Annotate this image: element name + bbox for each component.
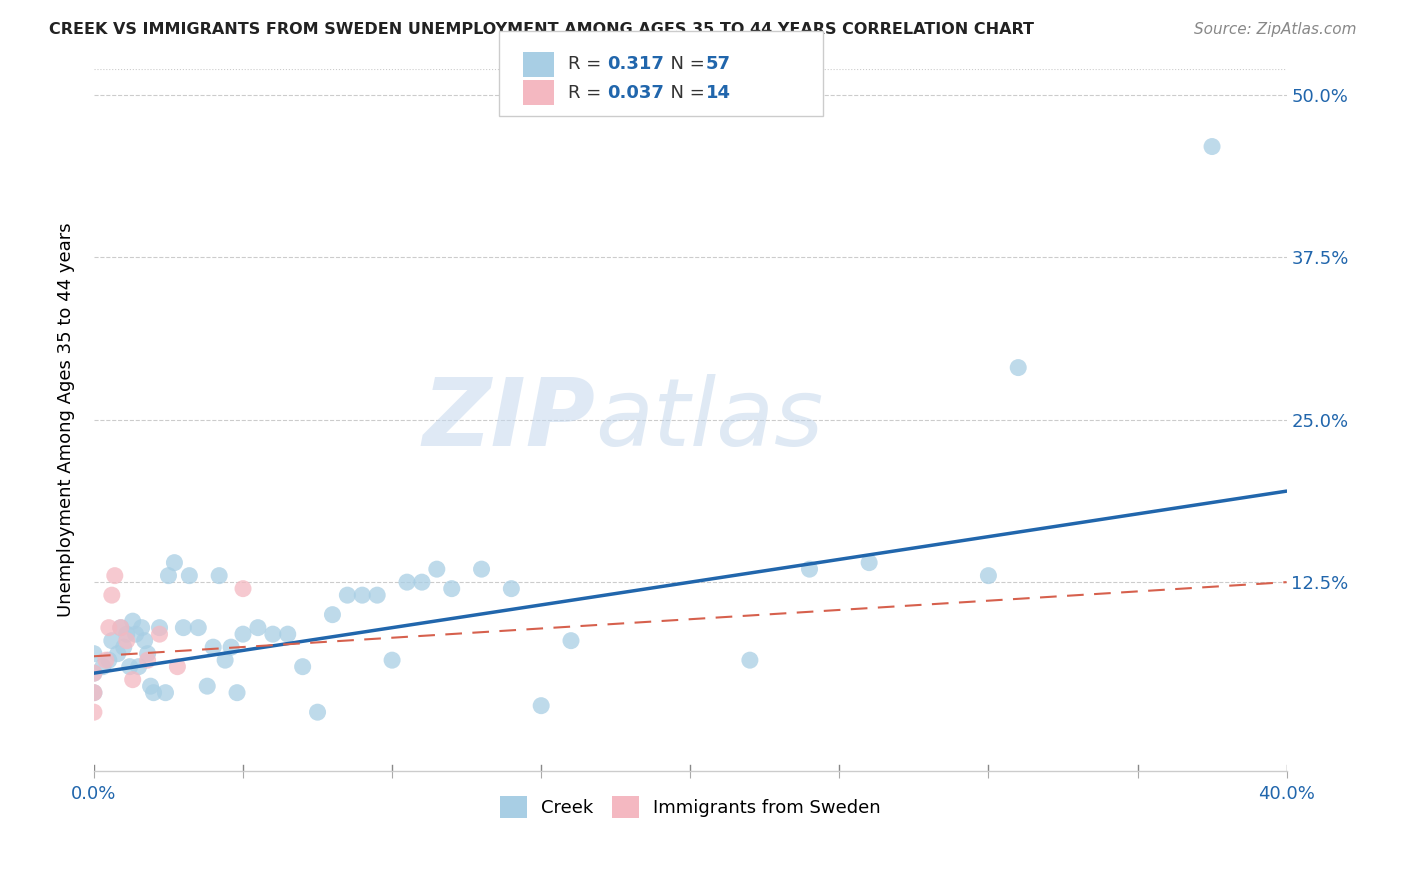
Point [110, 621, 132, 635]
Point [163, 556, 186, 570]
Point [232, 582, 254, 596]
Point [395, 575, 418, 590]
Point [560, 633, 582, 648]
Point [277, 627, 299, 641]
Point [381, 653, 404, 667]
Text: ZIP: ZIP [422, 374, 595, 466]
Point [166, 659, 188, 673]
Point [738, 653, 761, 667]
Point [97, 653, 120, 667]
Point [115, 633, 138, 648]
Text: 0.037: 0.037 [607, 84, 664, 102]
Point [291, 659, 314, 673]
Legend: Creek, Immigrants from Sweden: Creek, Immigrants from Sweden [492, 789, 889, 825]
Point [128, 659, 150, 673]
Point [307, 705, 329, 719]
Y-axis label: Unemployment Among Ages 35 to 44 years: Unemployment Among Ages 35 to 44 years [58, 222, 75, 617]
Point [799, 562, 821, 576]
Point [97, 621, 120, 635]
Point [1201, 139, 1223, 153]
Point [366, 588, 388, 602]
Point [1007, 360, 1029, 375]
Point [104, 568, 127, 582]
Point [136, 647, 159, 661]
Point [118, 659, 141, 673]
Point [83, 647, 105, 661]
Point [977, 568, 1000, 582]
Point [530, 698, 553, 713]
Point [83, 705, 105, 719]
Point [101, 633, 124, 648]
Point [352, 588, 374, 602]
Point [121, 673, 143, 687]
Point [101, 588, 124, 602]
Point [139, 679, 162, 693]
Point [148, 621, 170, 635]
Point [262, 627, 284, 641]
Point [157, 568, 180, 582]
Point [142, 686, 165, 700]
Point [136, 653, 159, 667]
Point [246, 621, 269, 635]
Point [121, 614, 143, 628]
Text: 14: 14 [706, 84, 731, 102]
Point [124, 627, 146, 641]
Point [83, 666, 105, 681]
Point [226, 686, 249, 700]
Point [83, 686, 105, 700]
Point [112, 640, 135, 655]
Text: CREEK VS IMMIGRANTS FROM SWEDEN UNEMPLOYMENT AMONG AGES 35 TO 44 YEARS CORRELATI: CREEK VS IMMIGRANTS FROM SWEDEN UNEMPLOY… [49, 22, 1035, 37]
Text: N =: N = [659, 84, 711, 102]
Point [131, 621, 153, 635]
Point [858, 556, 880, 570]
Text: 57: 57 [706, 55, 731, 73]
Point [155, 686, 177, 700]
Text: N =: N = [659, 55, 711, 73]
Point [187, 621, 209, 635]
Point [179, 568, 201, 582]
Point [411, 575, 433, 590]
Point [107, 647, 129, 661]
Point [148, 627, 170, 641]
Point [172, 621, 194, 635]
Point [83, 666, 105, 681]
Text: Source: ZipAtlas.com: Source: ZipAtlas.com [1194, 22, 1357, 37]
Point [208, 568, 231, 582]
Text: 0.317: 0.317 [607, 55, 664, 73]
Point [202, 640, 225, 655]
Point [321, 607, 343, 622]
Point [110, 621, 132, 635]
Point [83, 686, 105, 700]
Point [440, 582, 463, 596]
Point [426, 562, 449, 576]
Text: R =: R = [568, 84, 607, 102]
Point [336, 588, 359, 602]
Point [501, 582, 523, 596]
Text: atlas: atlas [595, 374, 823, 465]
Point [195, 679, 218, 693]
Text: R =: R = [568, 55, 607, 73]
Point [91, 659, 114, 673]
Point [219, 640, 242, 655]
Point [115, 627, 138, 641]
Point [232, 627, 254, 641]
Point [470, 562, 492, 576]
Point [94, 653, 117, 667]
Point [134, 633, 156, 648]
Point [214, 653, 236, 667]
